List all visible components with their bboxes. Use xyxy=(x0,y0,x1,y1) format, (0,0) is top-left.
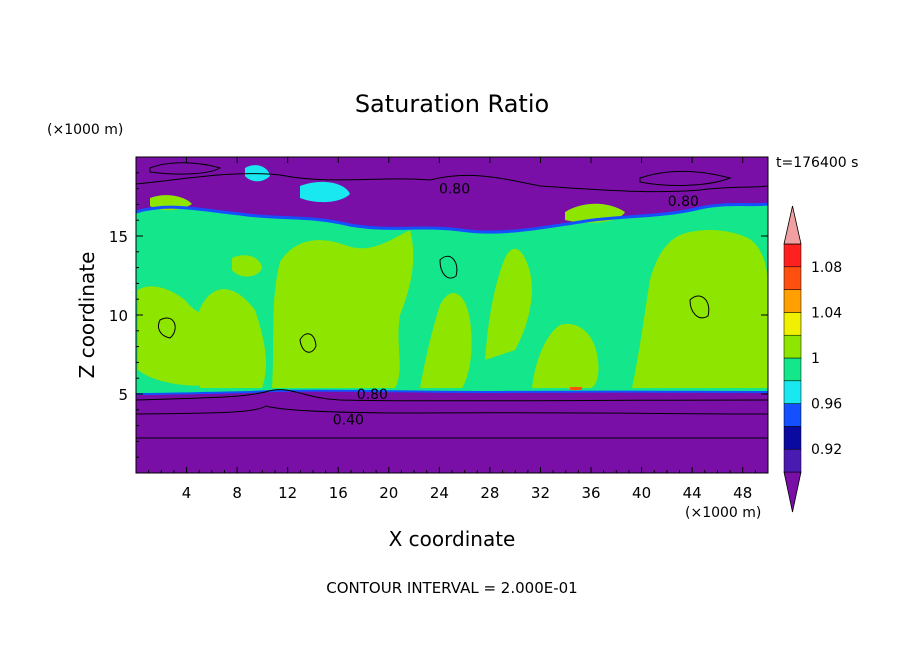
x-tick-label: 12 xyxy=(278,484,297,502)
y-axis: 5 10 15 xyxy=(109,172,768,458)
contour-label: 0.80 xyxy=(668,194,699,210)
x-axis-title: X coordinate xyxy=(389,527,516,551)
x-tick-label: 24 xyxy=(430,484,449,502)
x-tick-label: 16 xyxy=(329,484,348,502)
colorbar-band xyxy=(783,266,802,290)
colorbar-band xyxy=(783,243,802,268)
colorbar: 0.92 0.96 1 1.04 1.08 xyxy=(783,205,842,513)
y-tick-label: 10 xyxy=(109,307,128,325)
contour-label: 0.80 xyxy=(357,387,388,403)
colorbar-band xyxy=(783,289,802,313)
x-tick-label: 36 xyxy=(581,484,600,502)
colorbar-label: 1.08 xyxy=(811,260,842,276)
colorbar-low-arrow xyxy=(783,471,802,513)
colorbar-band xyxy=(783,312,802,336)
contour-labels: 0.80 0.40 0.80 0.80 xyxy=(333,182,699,429)
colorbar-band xyxy=(783,403,802,427)
colorbar-label: 0.92 xyxy=(811,442,842,458)
contour-interval-label: CONTOUR INTERVAL = 2.000E-01 xyxy=(326,579,577,597)
x-tick-label: 48 xyxy=(733,484,752,502)
contour-lines xyxy=(136,162,768,439)
colorbar-high-arrow xyxy=(783,205,802,245)
moist-layer-fringe xyxy=(136,202,768,234)
colorbar-label: 1.04 xyxy=(811,305,842,321)
x-tick-label: 44 xyxy=(683,484,702,502)
y-tick-label: 5 xyxy=(118,386,128,404)
contour-label: 0.40 xyxy=(333,412,364,428)
patches-above-one xyxy=(138,195,768,388)
max-spot xyxy=(570,387,582,390)
colorbar-band xyxy=(783,448,802,473)
colorbar-band xyxy=(783,334,802,359)
colorbar-label: 1 xyxy=(811,351,820,367)
x-axis: 4 8 12 16 20 24 28 32 36 40 44 48 xyxy=(148,157,756,502)
x-unit-label: (×1000 m) xyxy=(685,505,761,521)
x-tick-label: 40 xyxy=(632,484,651,502)
y-unit-label: (×1000 m) xyxy=(47,122,123,138)
colorbar-band xyxy=(783,380,802,404)
x-tick-label: 20 xyxy=(379,484,398,502)
colorbar-band xyxy=(783,357,802,382)
contour-field: 0.80 0.40 0.80 0.80 xyxy=(136,157,768,473)
x-tick-label: 8 xyxy=(232,484,242,502)
y-tick-label: 15 xyxy=(109,228,128,246)
time-label: t=176400 s xyxy=(776,155,858,171)
colorbar-band xyxy=(783,426,802,450)
y-axis-title: Z coordinate xyxy=(75,252,99,379)
x-tick-label: 28 xyxy=(480,484,499,502)
contour-label: 0.80 xyxy=(439,182,470,198)
chart-title: Saturation Ratio xyxy=(355,90,549,118)
colorbar-label: 0.96 xyxy=(811,397,842,413)
x-tick-label: 4 xyxy=(182,484,192,502)
x-tick-label: 32 xyxy=(531,484,550,502)
moist-layer-base-fringe xyxy=(136,389,768,395)
